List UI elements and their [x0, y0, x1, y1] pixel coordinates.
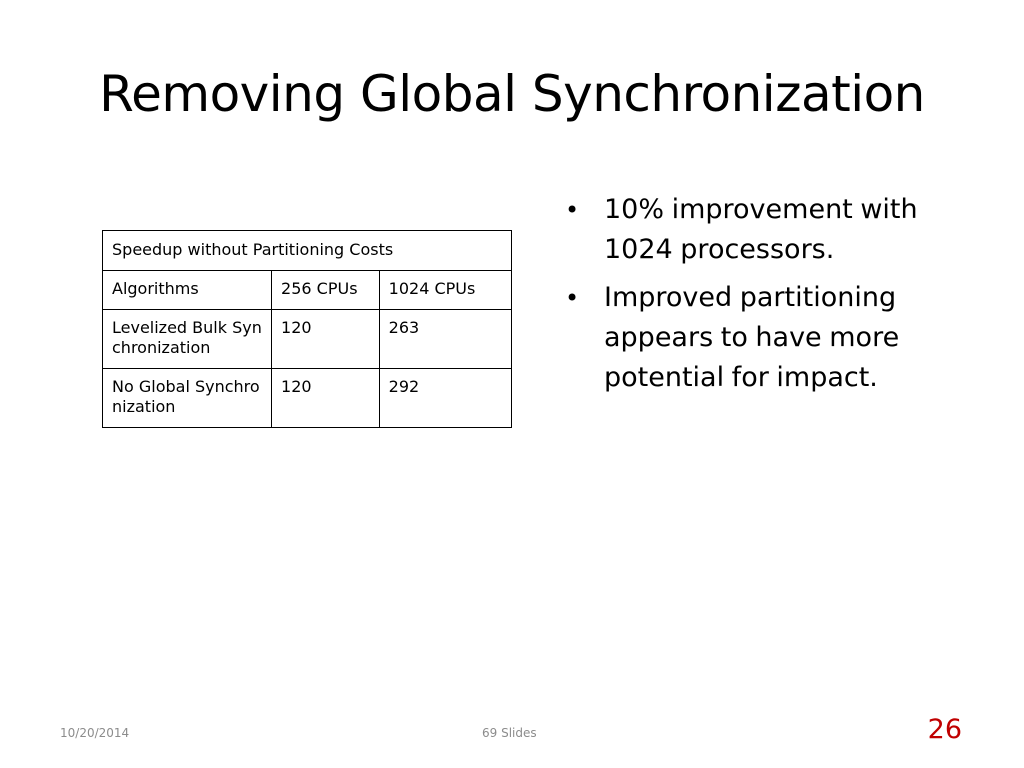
speedup-table: Speedup without Partitioning Costs Algor…	[101, 230, 513, 428]
bullet-dot-icon: •	[565, 196, 580, 224]
header-algorithms: Algorithms	[101, 270, 273, 310]
footer-date: 10/20/2014	[60, 726, 130, 740]
header-1024-cpus: 1024 CPUs	[378, 270, 513, 310]
bullet-dot-icon: •	[565, 284, 580, 312]
bullet-list: • 10% improvement with 1024 processors. …	[562, 190, 972, 406]
slide-title: Removing Global Synchronization	[99, 65, 925, 123]
table-caption-row: Speedup without Partitioning Costs	[102, 230, 512, 271]
table-row: No Global Synchronization 120 292	[101, 368, 513, 428]
bullet-item: • 10% improvement with 1024 processors.	[562, 190, 972, 270]
table-header-row: Algorithms 256 CPUs 1024 CPUs	[101, 270, 513, 310]
table-cell-256: 120	[271, 368, 380, 428]
table-caption: Speedup without Partitioning Costs	[102, 230, 512, 271]
bullet-text: 10% improvement with 1024 processors.	[604, 194, 918, 265]
table-cell-1024: 292	[378, 368, 513, 428]
table-cell-1024: 263	[378, 309, 513, 369]
table-row: Levelized Bulk Synchronization 120 263	[101, 309, 513, 369]
bullet-item: • Improved partitioning appears to have …	[562, 278, 972, 398]
header-256-cpus: 256 CPUs	[271, 270, 380, 310]
footer-center-text: 69 Slides	[482, 726, 537, 740]
table-cell-256: 120	[271, 309, 380, 369]
slide-number: 26	[927, 714, 962, 745]
table-cell-algorithm: Levelized Bulk Synchronization	[101, 309, 273, 369]
table-cell-algorithm: No Global Synchronization	[101, 368, 273, 428]
bullet-text: Improved partitioning appears to have mo…	[604, 282, 900, 393]
